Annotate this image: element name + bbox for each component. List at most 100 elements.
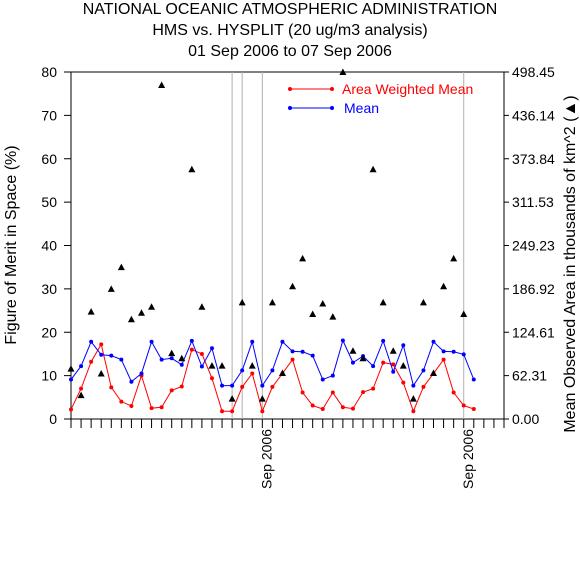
data-point: [139, 371, 144, 376]
y2-tick-label: 0.00: [512, 411, 539, 427]
data-point: [260, 409, 265, 414]
data-point: [89, 359, 94, 364]
data-point: [460, 310, 468, 318]
data-point: [461, 403, 466, 408]
legend-marker-mean-end: [330, 106, 334, 110]
data-point: [450, 254, 458, 262]
data-point: [148, 303, 156, 310]
data-point: [159, 405, 164, 410]
data-point: [278, 369, 286, 377]
y2-tick-label: 186.92: [512, 281, 555, 297]
y-tick-label: 10: [41, 368, 57, 384]
data-point: [258, 395, 266, 402]
data-point: [228, 395, 236, 402]
legend: Area Weighted Mean Mean: [288, 81, 473, 116]
y2-tick-label: 498.45: [512, 64, 555, 80]
data-point: [421, 384, 426, 389]
data-point: [67, 365, 75, 372]
data-point: [310, 353, 315, 358]
chart-subtitle: HMS vs. HYSPLIT (20 ug/m3 analysis): [152, 22, 427, 39]
y-tick-label: 50: [41, 194, 57, 210]
data-point: [391, 369, 396, 374]
data-point: [391, 362, 396, 367]
data-point: [79, 364, 84, 369]
x-tick-label: Sep 2006: [258, 429, 274, 489]
data-point: [159, 357, 164, 362]
data-point: [208, 362, 216, 369]
data-point: [209, 346, 214, 351]
y-axis-label: Figure of Merit in Space (%): [3, 145, 20, 344]
data-point: [199, 364, 204, 369]
data-point: [107, 285, 115, 292]
data-point: [371, 386, 376, 391]
data-point: [119, 357, 124, 362]
data-point: [300, 390, 305, 395]
data-point: [419, 298, 427, 306]
data-point: [461, 352, 466, 357]
x-tick-label: Sep 2006: [460, 429, 476, 489]
data-point: [411, 383, 416, 388]
data-point: [69, 407, 73, 412]
data-point: [339, 68, 347, 75]
data-point: [401, 380, 406, 385]
data-point: [99, 352, 104, 357]
data-point: [371, 364, 376, 369]
y2-tick-label: 373.84: [512, 151, 555, 167]
y2-tick-label: 249.23: [512, 238, 555, 254]
data-point: [280, 339, 285, 344]
data-point: [238, 298, 246, 306]
data-point: [109, 385, 114, 390]
data-point: [137, 309, 145, 316]
data-point: [168, 349, 176, 357]
data-point: [290, 349, 295, 354]
data-point: [381, 338, 386, 343]
data-point: [329, 313, 337, 320]
data-point: [290, 357, 295, 362]
data-point: [350, 406, 355, 411]
data-point: [320, 377, 325, 382]
data-point: [399, 362, 407, 369]
data-point: [409, 395, 417, 402]
data-point: [260, 383, 265, 388]
data-point: [189, 347, 194, 352]
data-point: [300, 349, 305, 354]
data-point: [310, 403, 315, 408]
series-line: [70, 339, 475, 387]
data-point: [220, 383, 225, 388]
data-point: [77, 391, 85, 399]
data-point: [117, 263, 125, 271]
data-point: [289, 282, 297, 290]
y-tick-label: 20: [41, 324, 57, 340]
data-point: [250, 371, 255, 376]
data-point: [179, 362, 184, 367]
data-point: [309, 310, 317, 318]
data-point: [441, 349, 446, 354]
data-point: [69, 377, 73, 382]
data-point: [209, 376, 214, 381]
y-tick-label: 40: [41, 238, 57, 254]
legend-label-area-weighted-mean: Area Weighted Mean: [342, 81, 473, 97]
data-point: [198, 303, 206, 310]
data-point: [97, 369, 105, 377]
data-point: [129, 379, 134, 384]
data-point: [189, 338, 194, 343]
data-point: [149, 339, 154, 344]
data-point: [430, 369, 438, 377]
reference-lines: [231, 72, 465, 419]
data-point: [178, 354, 186, 362]
data-point: [451, 349, 456, 354]
data-point: [220, 409, 225, 414]
data-point: [79, 386, 84, 391]
data-point: [218, 362, 226, 369]
chart-date-range: 01 Sep 2006 to 07 Sep 2006: [188, 43, 392, 60]
data-point: [188, 165, 196, 173]
data-point: [268, 298, 276, 306]
data-point: [381, 360, 386, 365]
data-point: [240, 384, 245, 389]
series-area-weighted-mean: [69, 342, 476, 414]
data-point: [299, 254, 307, 262]
y2-axis-label: Mean Observed Area in thousands of km^2 …: [562, 95, 579, 432]
data-point: [330, 373, 335, 378]
data-point: [361, 390, 366, 395]
